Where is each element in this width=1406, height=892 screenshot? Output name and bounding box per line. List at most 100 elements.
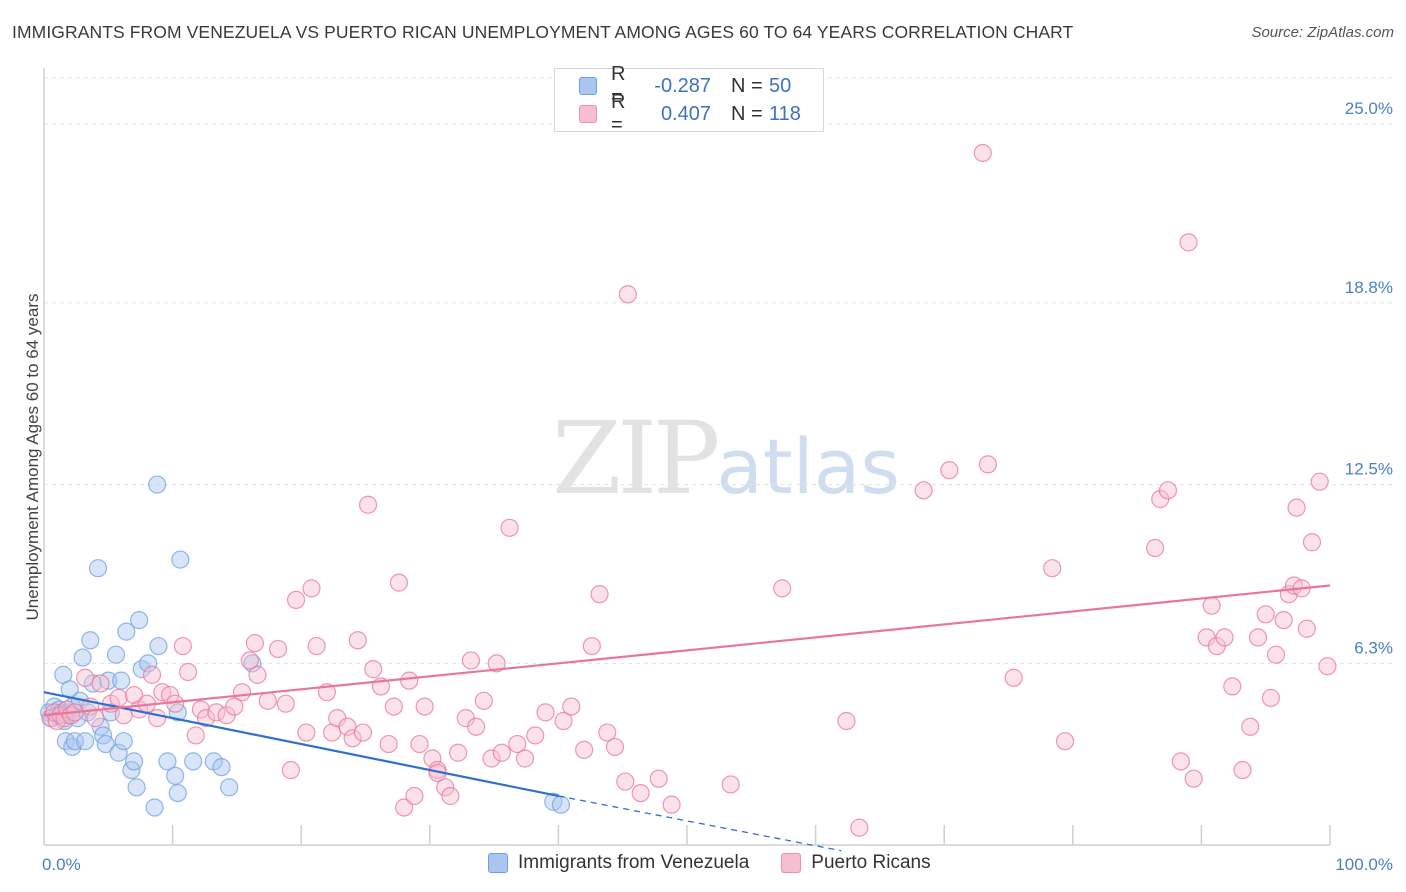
data-point	[243, 654, 262, 673]
series-venezuela	[40, 475, 571, 817]
data-point	[248, 665, 267, 684]
legend-n-label: N =	[731, 102, 763, 125]
data-point	[598, 723, 617, 742]
trend-line-puerto-ricans	[43, 584, 1331, 717]
correlation-legend: R = -0.287 N = 50 R = 0.407 N = 118	[554, 63, 824, 136]
data-point	[158, 752, 177, 771]
data-point	[117, 622, 136, 641]
data-point	[837, 711, 856, 731]
data-point	[721, 775, 740, 794]
data-point	[186, 726, 205, 745]
data-point	[124, 685, 144, 705]
data-point	[1310, 472, 1329, 491]
legend-item-puerto-ricans[interactable]: Puerto Ricans	[781, 852, 931, 874]
data-point	[400, 671, 419, 690]
data-point	[394, 798, 414, 817]
data-point	[109, 743, 128, 762]
data-point	[441, 786, 460, 806]
data-point	[232, 683, 252, 702]
data-point	[631, 783, 650, 803]
data-point	[773, 579, 792, 598]
data-point	[562, 697, 581, 716]
data-point	[1233, 760, 1252, 780]
data-point	[276, 694, 295, 713]
data-point	[86, 709, 105, 728]
data-point	[65, 732, 84, 751]
data-point	[106, 645, 126, 664]
data-point	[605, 737, 625, 757]
data-point	[389, 573, 409, 592]
x-tick-label: 100.0%	[1335, 855, 1393, 874]
data-point	[1302, 533, 1322, 552]
y-tick-label: 25.0%	[1345, 99, 1393, 118]
data-point	[114, 732, 133, 751]
grid-lines	[44, 77, 1392, 664]
data-point	[88, 559, 108, 578]
data-point	[212, 758, 231, 777]
data-point	[410, 734, 429, 754]
data-point	[148, 709, 167, 728]
watermark-zip: ZIP	[552, 400, 720, 517]
data-point	[1171, 752, 1190, 771]
legend-n-value-puerto-ricans: 118	[769, 102, 801, 125]
data-point	[173, 636, 192, 656]
data-point	[1184, 769, 1203, 788]
data-point	[196, 709, 216, 728]
data-point	[142, 665, 162, 684]
legend-swatch-venezuela	[579, 77, 597, 95]
data-point	[168, 783, 187, 803]
data-point	[405, 786, 424, 806]
data-point	[245, 634, 265, 653]
data-point	[582, 636, 601, 656]
y-tick-label: 12.5%	[1345, 460, 1393, 479]
data-point	[649, 769, 668, 788]
data-point	[286, 590, 306, 610]
data-point	[1215, 628, 1234, 647]
data-point	[1241, 717, 1260, 736]
watermark: ZIPatlas	[552, 400, 900, 517]
data-point	[1261, 688, 1280, 708]
data-point	[343, 729, 362, 748]
data-point	[554, 711, 573, 731]
y-axis-label: Unemployment Among Ages 60 to 64 years	[23, 294, 42, 621]
legend-r-value-venezuela: -0.287	[654, 74, 711, 97]
series-puerto-ricans	[41, 143, 1337, 837]
y-tick-label: 18.8%	[1345, 278, 1393, 297]
legend-r-value-puerto-ricans: 0.407	[660, 102, 711, 125]
data-point	[145, 798, 164, 817]
data-point	[81, 631, 100, 650]
data-point	[461, 651, 481, 670]
legend-row-venezuela: R = -0.287 N = 50	[579, 63, 791, 108]
source-label: Source: ZipAtlas.com	[1251, 24, 1394, 41]
legend-swatch-puerto-ricans	[579, 105, 597, 123]
legend-n-label: N =	[731, 74, 763, 97]
data-point	[436, 778, 455, 797]
data-point	[1274, 610, 1293, 630]
trend-line-venezuela-extension	[558, 795, 842, 852]
data-point	[353, 723, 373, 742]
data-point	[184, 752, 203, 771]
data-point	[91, 674, 110, 693]
data-point	[415, 697, 434, 716]
data-point	[850, 818, 869, 837]
data-point	[1202, 596, 1221, 615]
data-point	[191, 700, 210, 719]
legend-row-puerto-ricans: R = 0.407 N = 118	[579, 91, 801, 136]
data-point	[474, 691, 493, 710]
data-point	[914, 481, 933, 500]
legend-label-venezuela: Immigrants from Venezuela	[518, 852, 750, 873]
data-point	[268, 639, 288, 659]
legend-item-venezuela[interactable]: Immigrants from Venezuela	[488, 852, 749, 874]
data-point	[536, 703, 555, 722]
data-point	[149, 636, 168, 656]
data-point	[482, 749, 501, 768]
data-point	[526, 726, 545, 745]
data-point	[73, 648, 92, 667]
data-point	[1158, 481, 1178, 500]
data-point	[109, 688, 128, 708]
data-point	[139, 654, 158, 673]
data-point	[379, 734, 398, 754]
data-point	[423, 749, 442, 768]
data-point	[96, 734, 115, 754]
